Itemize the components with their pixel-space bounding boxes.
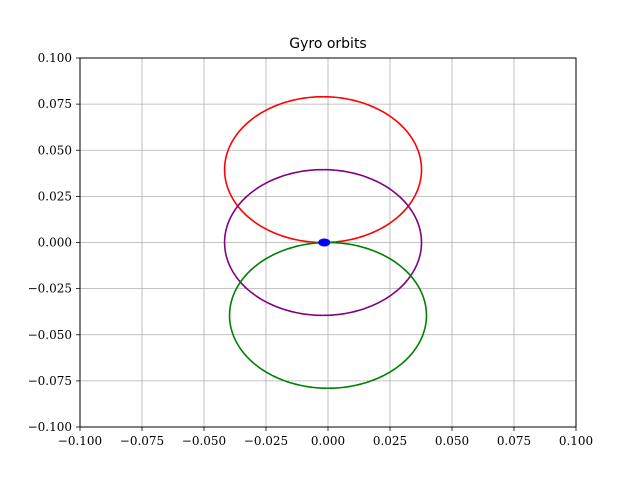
x-tick-label: 0.025 [373,434,407,448]
y-tick-label: 0.075 [38,97,72,111]
x-tick-label: −0.050 [182,434,226,448]
x-tick-label: 0.000 [311,434,345,448]
ticks: −0.100 −0.075 −0.050 −0.025 0.000 0.025 0.050 0… [28,51,594,448]
y-tick-label: 0.050 [38,143,72,157]
x-tick-label: 0.075 [497,434,531,448]
y-tick-label: 0.025 [38,189,72,203]
series-line-1 [223,95,423,244]
series-line-3 [228,241,428,390]
chart-title: Gyro orbits [289,36,366,52]
y-tick-label: −0.025 [28,282,72,296]
y-tick-label: 0.000 [38,236,72,250]
series-group [223,95,428,390]
series-marker [318,238,331,247]
x-tick-label: −0.075 [120,434,164,448]
series-line-2 [223,168,423,317]
x-tick-label: 0.100 [559,434,593,448]
y-tick-label: 0.100 [38,51,72,65]
x-tick-label: −0.025 [244,434,288,448]
y-tick-label: −0.100 [28,420,72,434]
y-tick-label: −0.075 [28,374,72,388]
x-tick-label: 0.050 [435,434,469,448]
y-tick-label: −0.050 [28,328,72,342]
x-tick-label: −0.100 [58,434,102,448]
